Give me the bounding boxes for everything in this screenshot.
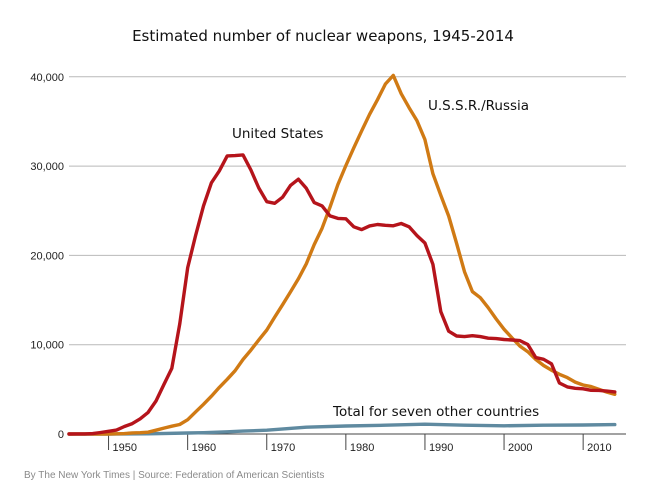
x-tick-label: 1970 <box>271 442 295 454</box>
series-line-other-countries <box>67 422 617 436</box>
x-axis-ticks: 1950 1960 1970 1980 1990 2000 2010 <box>108 434 612 454</box>
y-tick-label: 20,000 <box>30 250 64 262</box>
annotation-ussr-russia: U.S.S.R./Russia <box>428 98 529 114</box>
source-footer: By The New York Times | Source: Federati… <box>24 470 325 481</box>
annotation-united-states: United States <box>232 126 323 142</box>
x-tick-label: 2000 <box>508 442 532 454</box>
chart-title: Estimated number of nuclear weapons, 194… <box>132 27 514 45</box>
x-tick-label: 1960 <box>192 442 216 454</box>
x-tick-label: 1980 <box>350 442 374 454</box>
y-tick-label: 0 <box>58 429 64 441</box>
y-tick-label: 30,000 <box>30 161 64 173</box>
series-line-united-states <box>67 153 617 436</box>
x-tick-label: 1990 <box>429 442 453 454</box>
x-tick-label: 2010 <box>587 442 611 454</box>
annotation-other-countries: Total for seven other countries <box>332 404 539 420</box>
y-axis-tick-labels: 0 10,000 20,000 30,000 40,000 <box>30 72 64 441</box>
series-annotations: United States U.S.S.R./Russia Total for … <box>232 98 539 420</box>
y-tick-label: 40,000 <box>30 72 64 84</box>
series-lines <box>67 73 617 436</box>
series-line-ussr-russia <box>67 73 617 436</box>
x-tick-label: 1950 <box>113 442 137 454</box>
y-tick-label: 10,000 <box>30 340 64 352</box>
grid-lines <box>69 76 626 435</box>
